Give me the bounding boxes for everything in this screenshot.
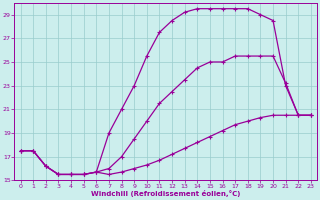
X-axis label: Windchill (Refroidissement éolien,°C): Windchill (Refroidissement éolien,°C) — [91, 190, 240, 197]
